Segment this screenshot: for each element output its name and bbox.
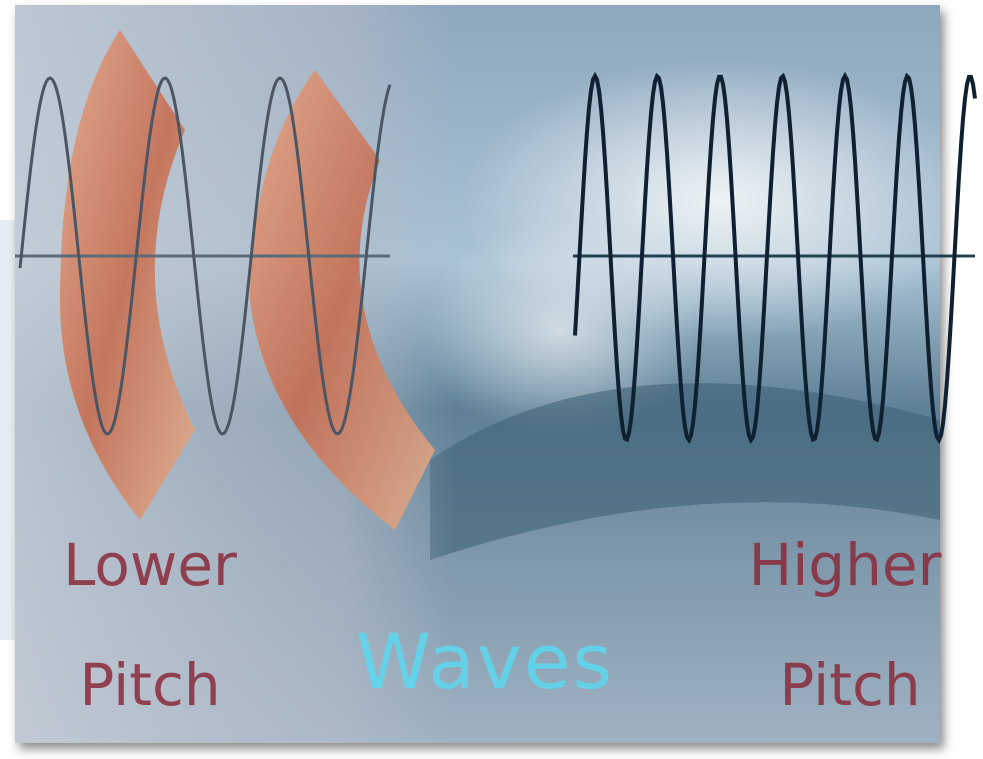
pitch-label: Pitch (779, 651, 920, 719)
wave-body (430, 383, 940, 560)
higher-label: Higher (749, 531, 942, 599)
lower-label: Lower (63, 531, 237, 599)
sound-arc (60, 30, 195, 520)
waves-label: Waves (356, 617, 614, 706)
sound-arc (250, 70, 435, 530)
low-frequency-wave (18, 76, 392, 436)
pitch-label: Pitch (79, 651, 220, 719)
spray (420, 220, 700, 440)
high-frequency-wave (573, 71, 977, 444)
